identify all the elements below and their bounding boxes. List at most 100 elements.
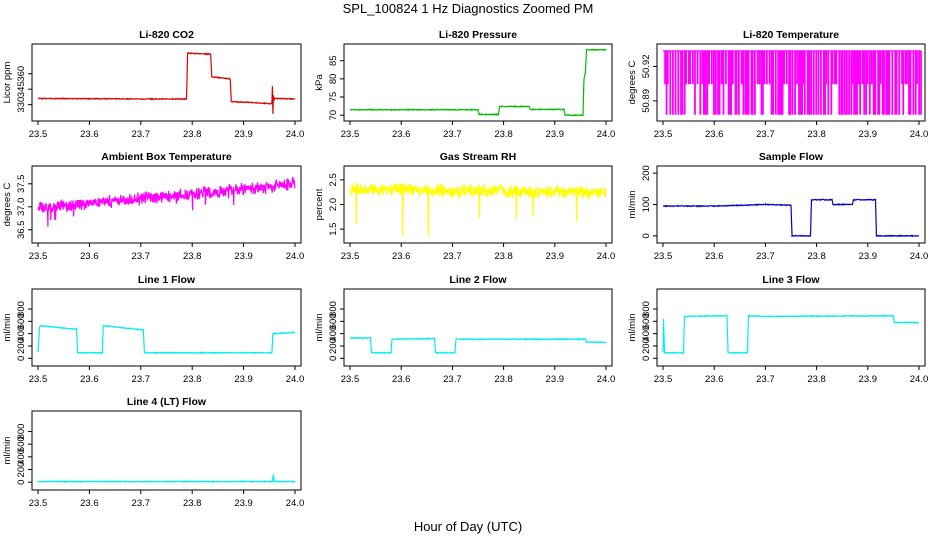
y-tick-label: 0 <box>16 356 27 361</box>
y-tick-label: 200 <box>641 338 652 354</box>
y-tick-label: 50.89 <box>641 89 652 113</box>
y-tick-label: 400 <box>16 326 27 342</box>
y-tick-label: 800 <box>328 301 339 317</box>
x-tick-label: 24.0 <box>910 129 929 140</box>
x-tick-label: 23.5 <box>341 374 360 385</box>
x-tick-label: 23.5 <box>29 498 48 509</box>
x-tick-label: 24.0 <box>286 498 305 509</box>
y-axis-label: percent <box>314 188 325 220</box>
y-tick-label: 1.5 <box>328 223 339 236</box>
x-tick-label: 23.6 <box>392 374 411 385</box>
y-tick-label: 200 <box>641 165 652 181</box>
plot-frame <box>656 43 926 122</box>
x-tick-label: 23.7 <box>443 251 462 262</box>
plot-frame <box>31 43 302 122</box>
x-tick-label: 23.5 <box>29 129 48 140</box>
y-tick-label: 800 <box>16 424 27 440</box>
data-series-line <box>38 474 296 484</box>
y-tick-label: 0 <box>328 356 339 361</box>
y-tick-label: 0 <box>641 356 652 361</box>
x-tick-label: 23.6 <box>392 251 411 262</box>
x-tick-label: 23.9 <box>546 374 565 385</box>
y-tick-label: 70 <box>328 110 339 121</box>
panel-3: Li-820 Temperature degrees C 23.5 23.6 23.7 2… <box>627 29 928 140</box>
x-tick-label: 23.8 <box>807 129 826 140</box>
x-tick-label: 24.0 <box>910 374 929 385</box>
y-tick-label: 400 <box>641 326 652 342</box>
x-tick-label: 23.6 <box>392 129 411 140</box>
x-tick-label: 23.5 <box>654 129 673 140</box>
y-tick-label: 100 <box>641 197 652 213</box>
panel-6: Sample Flow ml/min 23.5 23.6 23.7 23.8 23.9 24.… <box>627 151 928 262</box>
x-tick-label: 23.5 <box>341 129 360 140</box>
x-tick-label: 23.7 <box>756 251 775 262</box>
data-series-line <box>662 198 919 238</box>
y-tick-label: 360 <box>16 66 27 82</box>
x-tick-label: 24.0 <box>597 129 616 140</box>
panel-1: Li-820 CO2 Licor ppm 23.5 23.6 23.7 23.8 23.9 2… <box>2 29 304 140</box>
x-tick-label: 23.8 <box>183 251 202 262</box>
y-tick-label: 800 <box>16 301 27 317</box>
x-tick-label: 24.0 <box>910 251 929 262</box>
x-tick-label: 23.7 <box>132 251 151 262</box>
y-axis-label: ml/min <box>2 314 13 342</box>
plot-frame <box>343 165 613 244</box>
panel-title: Sample Flow <box>759 151 824 163</box>
y-tick-label: 330 <box>16 97 27 113</box>
y-axis-label: ml/min <box>627 191 638 219</box>
y-axis-label: kPa <box>314 74 325 91</box>
y-tick-label: 400 <box>328 326 339 342</box>
data-series-line <box>349 336 607 355</box>
x-tick-label: 24.0 <box>597 251 616 262</box>
x-tick-label: 23.9 <box>234 129 253 140</box>
y-tick-label: 600 <box>16 313 27 329</box>
panel-title: Line 4 (LT) Flow <box>127 396 207 408</box>
panel-5: Gas Stream RH percent 23.5 23.6 23.7 23.8 23.9… <box>314 151 615 262</box>
y-tick-label: 75 <box>328 92 339 103</box>
x-tick-label: 23.9 <box>234 374 253 385</box>
data-series-line <box>663 50 922 115</box>
y-tick-label: 800 <box>641 301 652 317</box>
y-axis-label: degrees C <box>2 182 13 226</box>
data-series-line <box>37 176 296 227</box>
x-tick-label: 23.8 <box>183 129 202 140</box>
y-tick-label: 200 <box>16 338 27 354</box>
x-tick-label: 23.5 <box>29 374 48 385</box>
plot-frame <box>31 165 302 244</box>
x-tick-label: 23.9 <box>859 251 878 262</box>
panel-title: Line 1 Flow <box>138 274 196 286</box>
data-series-line <box>37 324 296 355</box>
x-tick-label: 24.0 <box>597 374 616 385</box>
data-series-line <box>349 182 607 237</box>
x-tick-label: 23.6 <box>80 251 99 262</box>
panel-title: Line 3 Flow <box>762 274 820 286</box>
x-tick-label: 23.9 <box>546 251 565 262</box>
y-tick-label: 0 <box>16 480 27 485</box>
x-tick-label: 23.8 <box>807 374 826 385</box>
figure-title: SPL_100824 1 Hz Diagnostics Zoomed PM <box>343 1 594 16</box>
x-tick-label: 23.7 <box>132 374 151 385</box>
x-tick-label: 23.7 <box>132 498 151 509</box>
y-tick-label: 2.5 <box>328 173 339 186</box>
x-tick-label: 23.7 <box>132 129 151 140</box>
x-tick-label: 23.6 <box>80 374 99 385</box>
x-tick-label: 23.7 <box>443 129 462 140</box>
y-tick-label: 600 <box>641 313 652 329</box>
x-tick-label: 23.7 <box>443 374 462 385</box>
y-tick-label: 200 <box>328 338 339 354</box>
x-tick-label: 23.7 <box>756 374 775 385</box>
x-tick-label: 23.5 <box>654 251 673 262</box>
x-tick-label: 24.0 <box>286 129 305 140</box>
x-tick-label: 23.5 <box>341 251 360 262</box>
y-tick-label: 37.5 <box>16 175 27 194</box>
x-tick-label: 23.6 <box>80 498 99 509</box>
panel-8: Line 2 Flow ml/min 23.5 23.6 23.7 23.8 23.9 24.… <box>314 274 615 385</box>
x-tick-label: 23.9 <box>546 129 565 140</box>
data-series-line <box>349 48 607 117</box>
panel-title: Li-820 Temperature <box>743 29 839 41</box>
plot-frame <box>31 288 302 367</box>
x-tick-label: 23.8 <box>494 129 513 140</box>
y-tick-label: 37.0 <box>16 198 27 217</box>
panel-title: Ambient Box Temperature <box>101 151 232 163</box>
